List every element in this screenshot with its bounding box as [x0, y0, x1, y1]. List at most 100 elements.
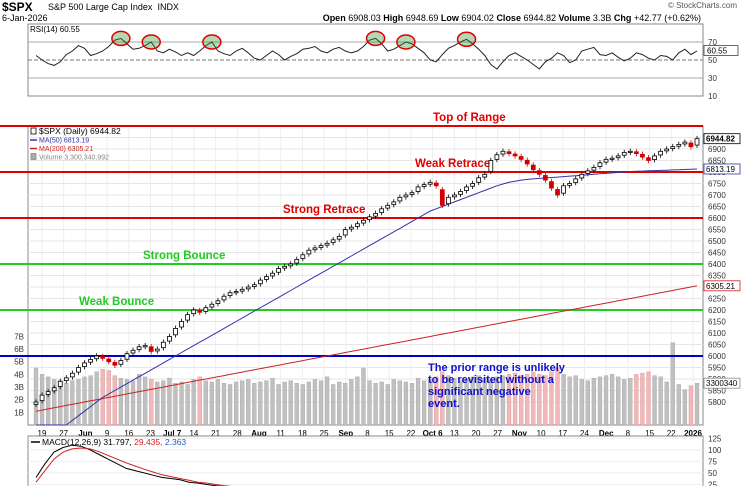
candle-body [403, 194, 409, 198]
price-tick-label: 6650 [708, 203, 726, 212]
volume-label: Volume [558, 13, 591, 23]
candle-body [585, 170, 591, 175]
candle-body [597, 162, 603, 167]
x-tick-label: 8 [365, 429, 370, 438]
volume-bar [494, 376, 500, 426]
volume-bar [434, 376, 439, 426]
level-label: Weak Retrace [415, 158, 490, 170]
volume-bar [622, 379, 627, 426]
volume-bar [379, 381, 384, 426]
volume-bar [470, 376, 475, 426]
volume-bar [240, 380, 245, 426]
volume-tick-label: 1B [14, 408, 24, 417]
candle-body [621, 152, 627, 156]
candle-body [227, 292, 233, 296]
candle-body [452, 194, 457, 198]
x-tick-label: 13 [450, 429, 459, 438]
candle-body [88, 359, 93, 363]
legend-entry: MA(200) 6305.21 [39, 146, 93, 153]
price-tick-label: 6400 [708, 260, 726, 269]
price-tick-label: 5950 [708, 364, 726, 373]
candle-body [658, 150, 663, 156]
description-text: S&P 500 Large Cap Index [48, 2, 153, 12]
volume-bar [561, 374, 566, 426]
legend-entry: Volume 3,300,340,992 [39, 155, 109, 162]
symbol-description: S&P 500 Large Cap Index INDX [48, 2, 179, 12]
volume-bar [506, 374, 512, 426]
candle-body [191, 309, 197, 315]
volume-bar [282, 381, 287, 426]
rsi-overbought-circle [202, 34, 222, 50]
volume-bar [616, 376, 621, 426]
candle-body [39, 394, 45, 402]
candle-body [682, 141, 688, 145]
volume-bar [609, 374, 615, 426]
candle-body [336, 235, 342, 240]
candle-body [579, 173, 585, 179]
ma50-line [36, 168, 698, 426]
volume-bar [143, 376, 148, 426]
rsi-value-text: 60.55 [707, 47, 728, 56]
candle-body [124, 353, 130, 360]
volume-tag [703, 377, 741, 389]
exchange-text: INDX [157, 2, 179, 12]
volume-bar [258, 381, 263, 426]
candle-body [555, 189, 560, 196]
rsi-overbought-circle [456, 31, 477, 48]
candle-body [215, 300, 221, 304]
candle-body [106, 358, 112, 363]
candle-body [494, 154, 500, 160]
legend-swatch [30, 127, 37, 135]
volume-bar [512, 372, 518, 426]
candle-body [148, 346, 154, 352]
high-value: 6948.69 [405, 13, 439, 23]
price-tick-label: 6750 [708, 180, 726, 189]
candle-body [76, 367, 81, 373]
candle-body [694, 138, 700, 146]
x-tick-label: 19 [38, 429, 47, 438]
volume-bar [452, 377, 457, 426]
macd-title-part: 31.797, [101, 437, 132, 447]
price-tick-label: 6600 [708, 214, 726, 223]
candle-body [239, 288, 245, 292]
volume-bar [397, 380, 402, 426]
x-tick-label: 23 [146, 429, 155, 438]
volume-bar [531, 371, 536, 426]
candle-body [652, 155, 657, 160]
candle-body [185, 314, 190, 321]
candle-body [160, 341, 166, 349]
x-tick-label: 27 [59, 429, 68, 438]
volume-bar [421, 380, 427, 426]
candle-body [342, 229, 348, 236]
volume-bar [682, 389, 687, 426]
rsi-tick-label: 70 [708, 38, 717, 47]
legend-swatch [30, 153, 37, 160]
rsi-tick-label: 10 [708, 92, 717, 101]
candle-body [100, 356, 106, 359]
level-label: Weak Bounce [79, 296, 154, 308]
price-tick-label: 5800 [708, 398, 726, 407]
chart-header: $SPX S&P 500 Large Cap Index INDX 6-Jan-… [0, 0, 741, 24]
volume-bar [276, 384, 281, 426]
x-tick-label: 8 [626, 429, 631, 438]
candle-body [500, 150, 506, 155]
rsi-overbought-circle [365, 30, 386, 47]
volume-bar [203, 380, 208, 426]
volume-bar [591, 377, 597, 426]
x-tick-label: 16 [124, 429, 133, 438]
close-label: Close [496, 13, 521, 23]
volume-bar [543, 375, 548, 426]
candle-body [112, 362, 118, 366]
ohlc-summary: Open 6908.03 High 6948.69 Low 6904.02 Cl… [323, 13, 701, 23]
volume-bar [161, 380, 166, 426]
volume-bar [391, 379, 396, 426]
candle-body [282, 265, 288, 269]
volume-bar [337, 381, 342, 426]
x-tick-label: 22 [667, 429, 676, 438]
macd-title-part: 2.363 [163, 437, 187, 447]
chart-date: 6-Jan-2026 [2, 13, 48, 23]
candle-body [476, 177, 482, 183]
candle-body [154, 348, 160, 352]
candle-body [312, 247, 318, 251]
